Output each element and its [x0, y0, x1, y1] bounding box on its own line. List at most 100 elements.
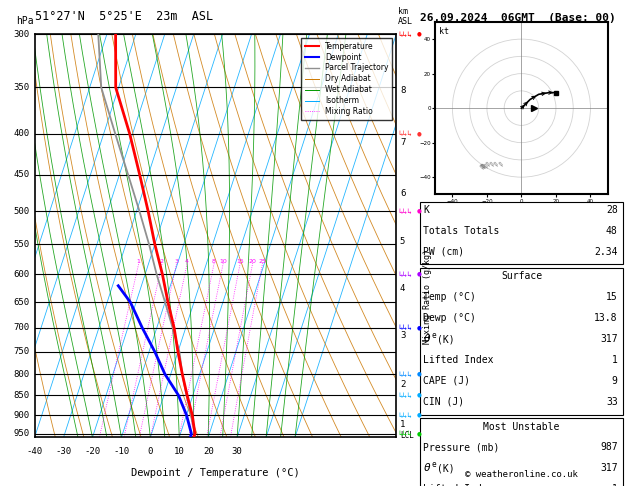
- Text: 300: 300: [14, 30, 30, 38]
- Text: 800: 800: [14, 370, 30, 379]
- Text: ●: ●: [417, 413, 422, 417]
- Text: Lifted Index: Lifted Index: [423, 484, 494, 486]
- Text: e: e: [431, 460, 436, 469]
- Text: 750: 750: [14, 347, 30, 356]
- Text: 9: 9: [612, 376, 618, 386]
- Text: ↳↳↳: ↳↳↳: [398, 429, 412, 438]
- Text: 500: 500: [14, 207, 30, 216]
- Text: 3: 3: [174, 259, 178, 264]
- Text: 5: 5: [400, 237, 405, 245]
- Text: 987: 987: [600, 442, 618, 452]
- Text: LCL: LCL: [400, 431, 414, 440]
- Text: ↳↳↳: ↳↳↳: [398, 270, 412, 279]
- Text: 15: 15: [236, 259, 243, 264]
- Text: -20: -20: [84, 448, 101, 456]
- Text: (K): (K): [437, 334, 455, 344]
- Text: 6: 6: [400, 189, 405, 198]
- Text: ✎: ✎: [488, 161, 494, 167]
- Text: 13.8: 13.8: [594, 313, 618, 323]
- Text: ●: ●: [417, 325, 422, 330]
- Text: 8: 8: [400, 86, 405, 95]
- Text: -10: -10: [113, 448, 130, 456]
- Text: ↳↳↳: ↳↳↳: [398, 207, 412, 216]
- Text: Dewpoint / Temperature (°C): Dewpoint / Temperature (°C): [131, 468, 300, 478]
- Text: 1: 1: [136, 259, 140, 264]
- Text: -30: -30: [55, 448, 72, 456]
- Text: 600: 600: [14, 270, 30, 279]
- Text: e: e: [431, 331, 436, 340]
- Text: ✎: ✎: [482, 163, 488, 169]
- Text: ↳↳↳: ↳↳↳: [398, 323, 412, 332]
- Text: -40: -40: [26, 448, 43, 456]
- Text: © weatheronline.co.uk: © weatheronline.co.uk: [465, 469, 578, 479]
- Text: 7: 7: [400, 138, 405, 147]
- Text: 10: 10: [219, 259, 226, 264]
- Text: 450: 450: [14, 170, 30, 179]
- Text: CAPE (J): CAPE (J): [423, 376, 470, 386]
- Text: Surface: Surface: [501, 271, 542, 281]
- Text: ●: ●: [417, 208, 422, 214]
- Text: Lifted Index: Lifted Index: [423, 355, 494, 365]
- Text: 700: 700: [14, 323, 30, 332]
- Text: Temp (°C): Temp (°C): [423, 292, 476, 302]
- Text: ✎: ✎: [481, 164, 486, 170]
- Text: 1: 1: [612, 355, 618, 365]
- Text: 28: 28: [606, 205, 618, 215]
- Text: ↳↳↳: ↳↳↳: [398, 370, 412, 379]
- Text: 650: 650: [14, 297, 30, 307]
- Text: 350: 350: [14, 83, 30, 92]
- Text: PW (cm): PW (cm): [423, 246, 464, 257]
- Text: Dewp (°C): Dewp (°C): [423, 313, 476, 323]
- Text: (K): (K): [437, 463, 455, 473]
- Text: Totals Totals: Totals Totals: [423, 226, 499, 236]
- Text: 3: 3: [400, 330, 405, 340]
- Text: ↳↳↳: ↳↳↳: [398, 411, 412, 419]
- Text: K: K: [423, 205, 429, 215]
- Text: ✎: ✎: [497, 161, 503, 167]
- Text: ●: ●: [417, 431, 422, 436]
- Text: 51°27'N  5°25'E  23m  ASL: 51°27'N 5°25'E 23m ASL: [35, 10, 213, 23]
- Text: 26.09.2024  06GMT  (Base: 00): 26.09.2024 06GMT (Base: 00): [420, 13, 616, 23]
- Text: hPa: hPa: [16, 16, 34, 26]
- Text: 317: 317: [600, 334, 618, 344]
- Text: 0: 0: [148, 448, 153, 456]
- Text: 1: 1: [400, 420, 405, 429]
- Text: Mixing Ratio (g/kg): Mixing Ratio (g/kg): [423, 249, 431, 344]
- Legend: Temperature, Dewpoint, Parcel Trajectory, Dry Adiabat, Wet Adiabat, Isotherm, Mi: Temperature, Dewpoint, Parcel Trajectory…: [301, 38, 392, 120]
- Text: 1: 1: [612, 484, 618, 486]
- Text: ✎: ✎: [480, 164, 486, 170]
- Text: 4: 4: [400, 284, 405, 293]
- Text: 2.34: 2.34: [594, 246, 618, 257]
- Text: Pressure (mb): Pressure (mb): [423, 442, 499, 452]
- Text: 15: 15: [606, 292, 618, 302]
- Text: kt: kt: [438, 27, 448, 36]
- Text: 8: 8: [212, 259, 216, 264]
- Text: ●: ●: [417, 272, 422, 277]
- Text: 550: 550: [14, 240, 30, 249]
- Text: 10: 10: [174, 448, 185, 456]
- Text: 20: 20: [248, 259, 256, 264]
- Text: ●: ●: [417, 372, 422, 377]
- Text: ●: ●: [417, 131, 422, 136]
- Text: Most Unstable: Most Unstable: [483, 421, 560, 432]
- Text: 950: 950: [14, 429, 30, 438]
- Text: 850: 850: [14, 391, 30, 399]
- Text: 4: 4: [185, 259, 189, 264]
- Text: CIN (J): CIN (J): [423, 397, 464, 407]
- Text: km
ASL: km ASL: [398, 7, 413, 26]
- Text: ✎: ✎: [484, 161, 490, 167]
- Text: 2: 2: [400, 381, 405, 389]
- Text: 30: 30: [231, 448, 243, 456]
- Text: 48: 48: [606, 226, 618, 236]
- Text: θ: θ: [423, 334, 430, 344]
- Text: ↳↳↳: ↳↳↳: [398, 129, 412, 139]
- Text: ●: ●: [417, 393, 422, 398]
- Text: ↳↳↳: ↳↳↳: [398, 30, 412, 38]
- Text: θ: θ: [423, 463, 430, 473]
- Text: 317: 317: [600, 463, 618, 473]
- Text: 25: 25: [258, 259, 266, 264]
- Text: 2: 2: [160, 259, 164, 264]
- Text: ✎: ✎: [478, 165, 484, 171]
- Text: 20: 20: [203, 448, 214, 456]
- Text: ✎: ✎: [493, 161, 499, 167]
